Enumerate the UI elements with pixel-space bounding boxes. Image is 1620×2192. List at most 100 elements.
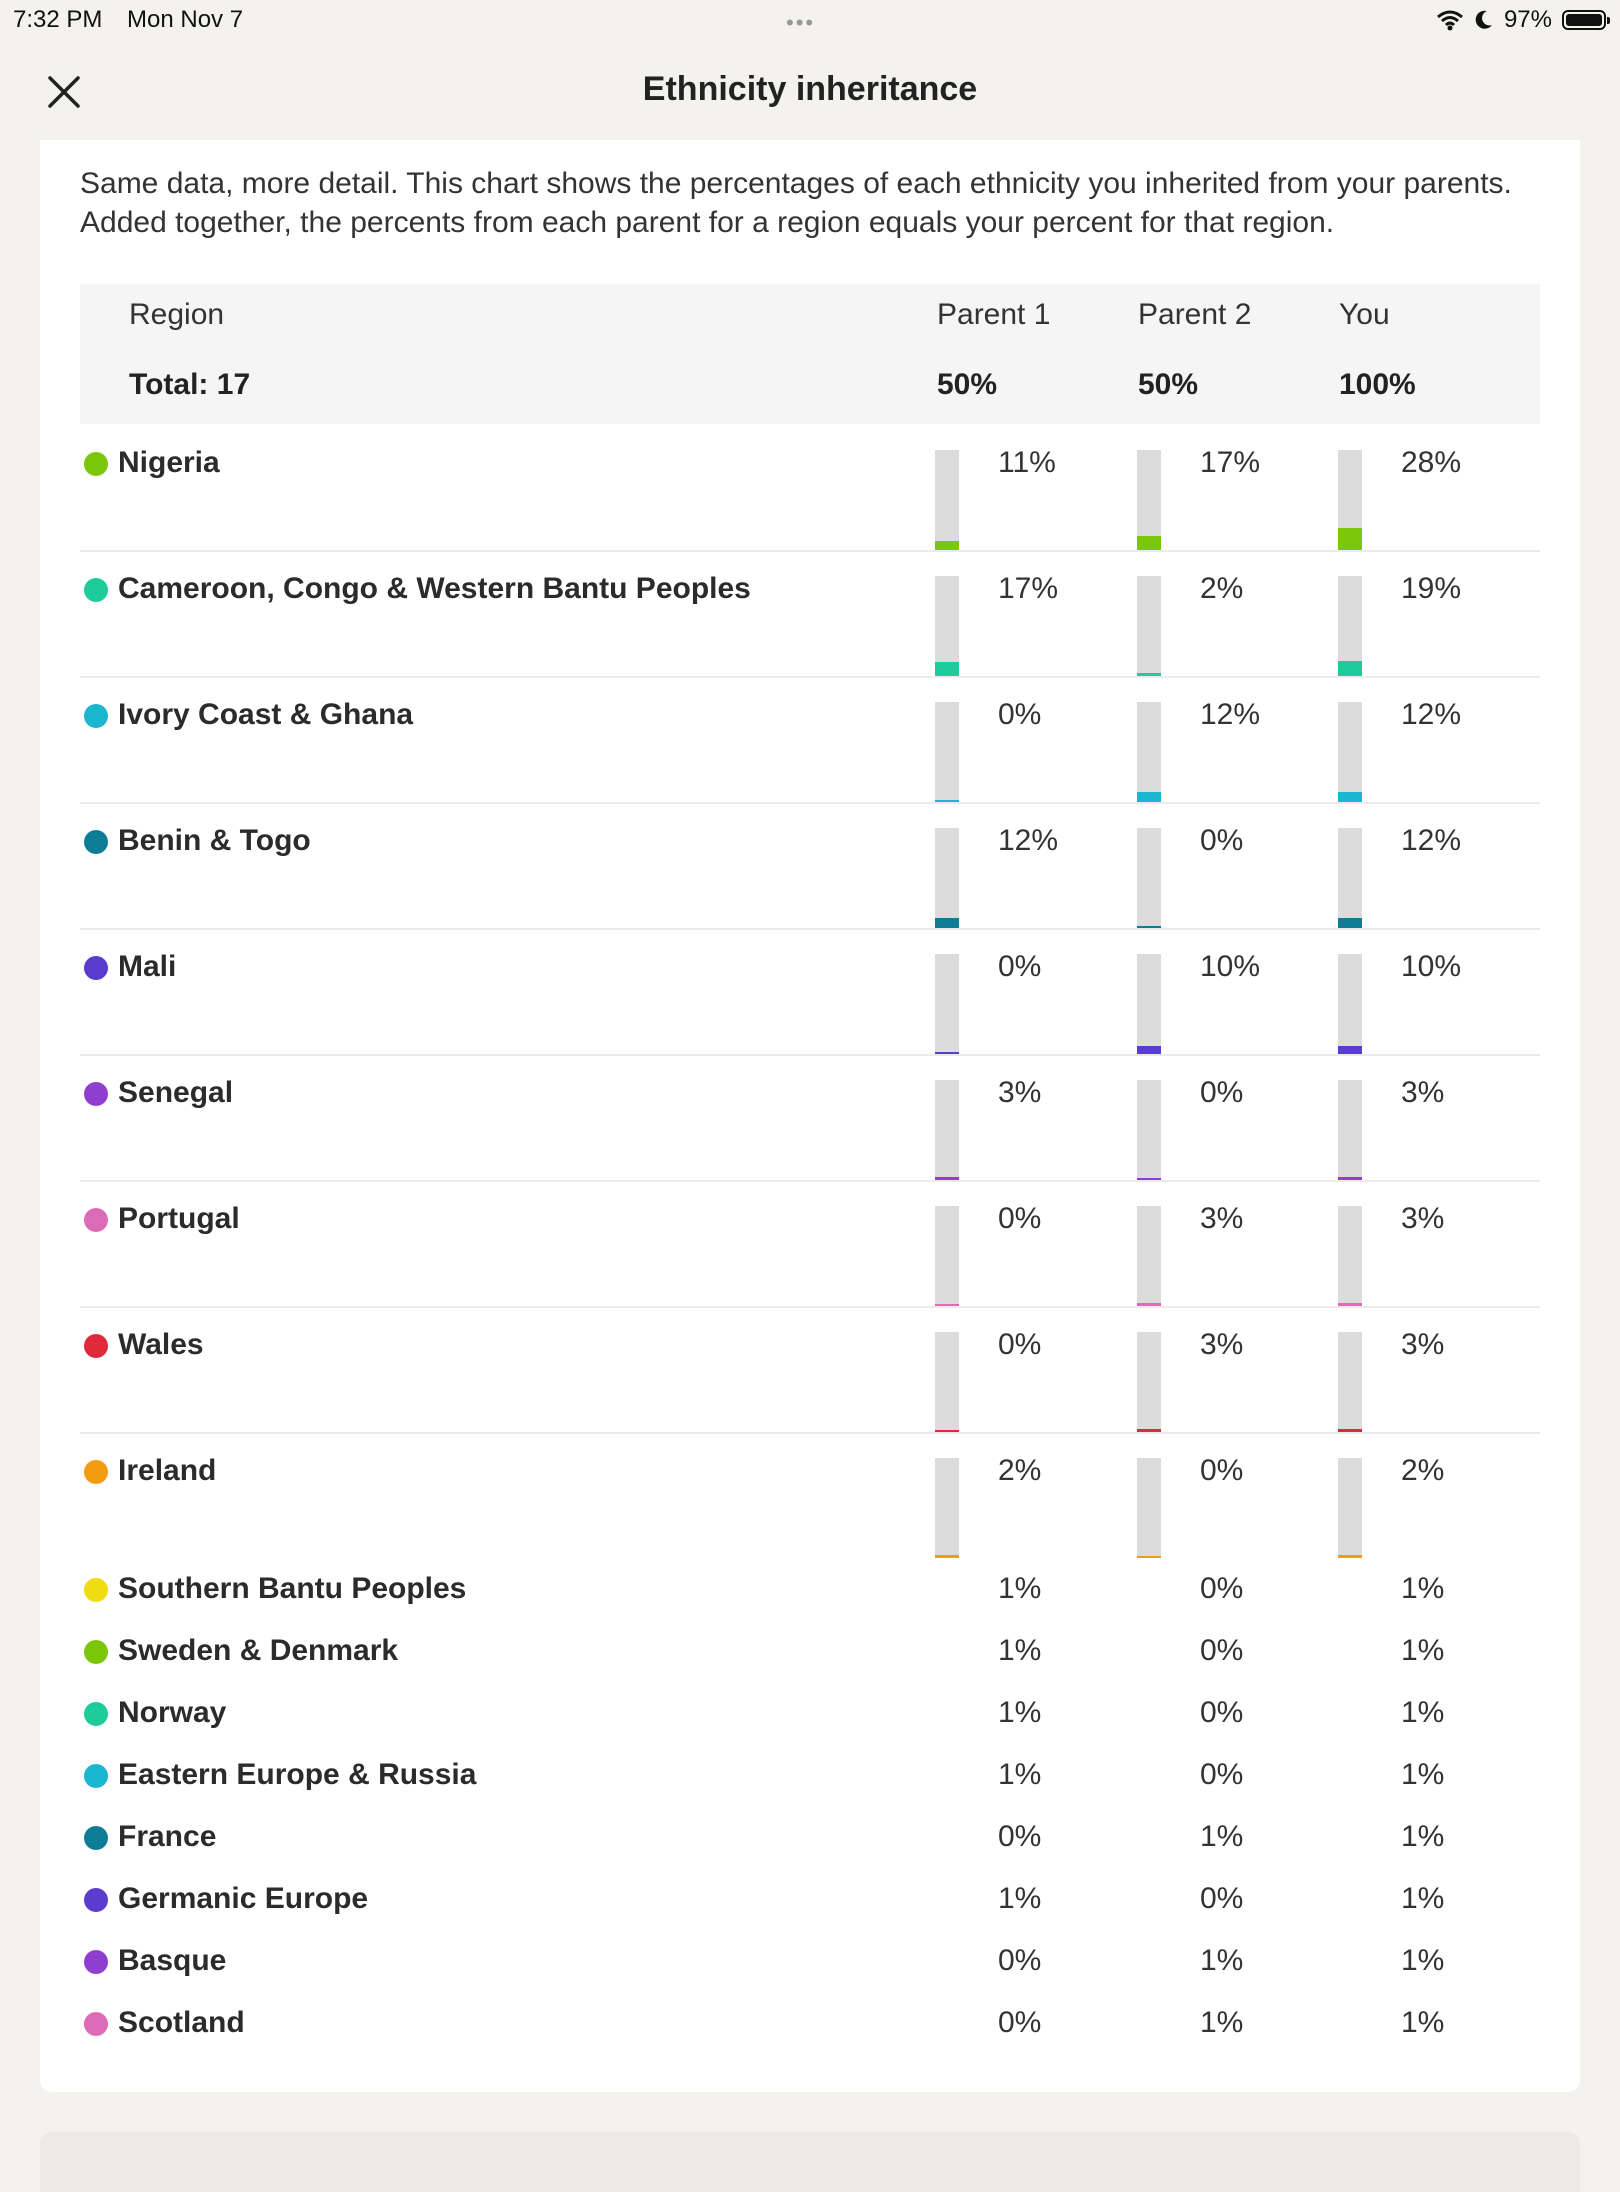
percent-you: 1%	[1401, 1944, 1445, 1977]
region-color-dot	[84, 452, 108, 476]
table-row: Wales 0% 3% 3%	[80, 1306, 1540, 1434]
percent-p1: 1%	[998, 1882, 1042, 1915]
table-row: Ireland 2% 0% 2%	[80, 1432, 1540, 1558]
region-color-dot	[84, 1460, 108, 1484]
percent-p1: 0%	[998, 1328, 1042, 1361]
region-color-dot	[84, 1334, 108, 1358]
percent-p1: 11%	[998, 446, 1056, 479]
percent-p1: 2%	[998, 1454, 1042, 1487]
percent-p2: 10%	[1200, 950, 1261, 983]
percent-p2: 0%	[1200, 1454, 1244, 1487]
percent-bar-p2	[1137, 954, 1161, 1054]
wifi-icon	[1436, 10, 1463, 31]
percent-bar-fill	[935, 541, 959, 550]
multitasking-dots-icon[interactable]: •••	[786, 10, 816, 35]
percent-bar-p1	[935, 954, 959, 1054]
percent-p1: 0%	[998, 1944, 1042, 1977]
table-row: Mali 0% 10% 10%	[80, 928, 1540, 1056]
percent-you: 1%	[1401, 1820, 1445, 1853]
percent-p2: 12%	[1200, 698, 1261, 731]
percent-bar-fill	[1338, 792, 1362, 802]
percent-bar-fill	[1338, 1555, 1362, 1558]
table-row: Benin & Togo 12% 0% 12%	[80, 802, 1540, 930]
percent-bar-p1	[935, 702, 959, 802]
percent-bar-p2	[1137, 1332, 1161, 1432]
percent-you: 1%	[1401, 1572, 1445, 1605]
table-header: Region Parent 1 Parent 2 You Total: 17 5…	[80, 284, 1540, 424]
percent-you: 12%	[1401, 698, 1462, 731]
region-color-dot	[84, 1578, 108, 1602]
status-right: 97%	[1436, 6, 1610, 34]
region-name: Eastern Europe & Russia	[118, 1758, 477, 1791]
percent-bar-fill	[935, 1555, 959, 1558]
battery-percent: 97%	[1503, 6, 1552, 33]
region-name: Cameroon, Congo & Western Bantu Peoples	[118, 572, 751, 605]
percent-bar-fill	[1338, 661, 1362, 676]
region-name: Ireland	[118, 1454, 217, 1487]
region-name: Scotland	[118, 2006, 245, 2039]
percent-bar-fill	[935, 1430, 959, 1432]
table-row: Ivory Coast & Ghana 0% 12% 12%	[80, 676, 1540, 804]
percent-bar-you	[1338, 954, 1362, 1054]
percent-you: 3%	[1401, 1202, 1445, 1235]
region-name: Nigeria	[118, 446, 220, 479]
percent-bar-you	[1338, 576, 1362, 676]
percent-p1: 1%	[998, 1696, 1042, 1729]
region-color-dot	[84, 704, 108, 728]
percent-bar-p1	[935, 450, 959, 550]
percent-bar-p1	[935, 576, 959, 676]
percent-you: 3%	[1401, 1076, 1445, 1109]
percent-p1: 17%	[998, 572, 1059, 605]
percent-bar-p2	[1137, 828, 1161, 928]
region-name: Senegal	[118, 1076, 234, 1109]
percent-you: 1%	[1401, 1634, 1445, 1667]
percent-bar-fill	[1137, 536, 1161, 550]
status-time: 7:32 PM	[13, 6, 103, 33]
percent-you: 1%	[1401, 1882, 1445, 1915]
percent-you: 10%	[1401, 950, 1462, 983]
percent-p2: 0%	[1200, 1572, 1244, 1605]
percent-you: 1%	[1401, 2006, 1445, 2039]
total-parent1: 50%	[937, 368, 998, 401]
percent-p2: 1%	[1200, 1944, 1244, 1977]
region-name: Benin & Togo	[118, 824, 311, 857]
percent-bar-fill	[1137, 1556, 1161, 1558]
percent-p2: 0%	[1200, 824, 1244, 857]
percent-p1: 3%	[998, 1076, 1042, 1109]
percent-p2: 0%	[1200, 1758, 1244, 1791]
table-row: Eastern Europe & Russia 1% 0% 1%	[80, 1746, 1540, 1808]
percent-bar-fill	[1338, 1303, 1362, 1306]
table-row: Scotland 0% 1% 1%	[80, 1994, 1540, 2056]
status-bar: 7:32 PM Mon Nov 7 ••• 97%	[0, 0, 1620, 40]
percent-bar-p1	[935, 828, 959, 928]
close-icon	[48, 76, 80, 108]
percent-bar-fill	[935, 1052, 959, 1054]
percent-you: 3%	[1401, 1328, 1445, 1361]
percent-bar-fill	[1338, 528, 1362, 550]
percent-you: 2%	[1401, 1454, 1445, 1487]
close-button[interactable]	[40, 68, 88, 116]
percent-bar-p2	[1137, 1080, 1161, 1180]
total-you: 100%	[1339, 368, 1416, 401]
region-color-dot	[84, 830, 108, 854]
total-parent2: 50%	[1138, 368, 1199, 401]
percent-bar-p2	[1137, 1206, 1161, 1306]
region-color-dot	[84, 1640, 108, 1664]
table-row: Germanic Europe 1% 0% 1%	[80, 1870, 1540, 1932]
table-row: Portugal 0% 3% 3%	[80, 1180, 1540, 1308]
percent-bar-fill	[935, 1304, 959, 1306]
percent-bar-p2	[1137, 1458, 1161, 1558]
percent-you: 19%	[1401, 572, 1462, 605]
region-color-dot	[84, 1888, 108, 1912]
percent-bar-fill	[1137, 1046, 1161, 1054]
region-color-dot	[84, 2012, 108, 2036]
percent-p1: 1%	[998, 1634, 1042, 1667]
table-row: France 0% 1% 1%	[80, 1808, 1540, 1870]
percent-p2: 17%	[1200, 446, 1261, 479]
moon-icon	[1475, 10, 1492, 29]
percent-bar-fill	[935, 800, 959, 802]
next-card	[40, 2132, 1580, 2192]
percent-p1: 0%	[998, 1820, 1042, 1853]
region-color-dot	[84, 1826, 108, 1850]
region-name: Southern Bantu Peoples	[118, 1572, 467, 1605]
